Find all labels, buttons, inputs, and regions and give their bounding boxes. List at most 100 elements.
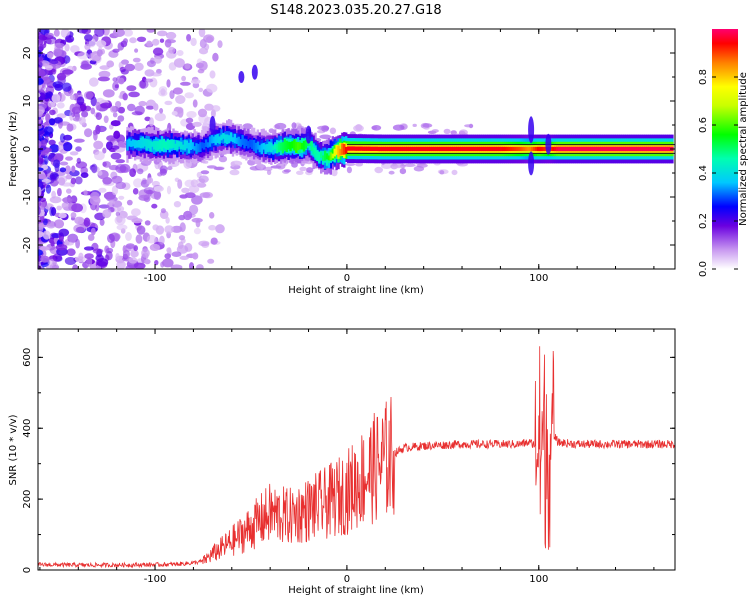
heatmap-ridge-cell <box>174 143 177 151</box>
heatmap-noise-cell <box>90 96 97 107</box>
heatmap-noise-cell <box>189 204 199 215</box>
heatmap-noise-cell <box>210 237 218 245</box>
heatmap-ridge-cell <box>256 141 260 150</box>
snr-xlabel: Height of straight line (km) <box>288 585 424 596</box>
heatmap-noise-cell <box>431 129 439 133</box>
heatmap-noise-cell <box>189 262 194 269</box>
heatmap-ridge-cell <box>515 146 519 152</box>
heatmap-noise-cell <box>80 63 92 70</box>
colorbar-ticks: 0.0 0.2 0.4 0.6 0.8 <box>698 69 738 277</box>
heatmap-noise-cell <box>143 187 156 195</box>
heatmap-ridge-cell <box>437 146 440 152</box>
heatmap-noise-cell <box>110 105 117 113</box>
x-tick-label: 0 <box>344 574 350 585</box>
heatmap-noise-cell <box>144 259 151 265</box>
heatmap-ridge-cell <box>419 146 423 152</box>
heatmap-noise-cell <box>218 155 228 163</box>
heatmap-noise-cell <box>206 36 213 44</box>
heatmap-noise-cell <box>141 248 150 258</box>
heatmap-ridge-cell <box>427 146 430 152</box>
heatmap-ridge-cell <box>485 146 488 152</box>
heatmap-ridge-cell <box>193 146 196 151</box>
heatmap-noise-cell <box>97 170 103 176</box>
heatmap-noise-cell <box>131 218 143 224</box>
heatmap-ridge-cell <box>456 146 459 152</box>
heatmap-ridge-cell <box>653 146 657 152</box>
heatmap-ridge-cell <box>652 146 655 152</box>
heatmap-ridge-cell <box>508 146 511 152</box>
heatmap-noise-cell <box>128 91 140 98</box>
heatmap-noise-cell <box>346 166 352 174</box>
heatmap-ridge-cell <box>139 137 143 149</box>
heatmap-noise-cell <box>131 208 141 217</box>
heatmap-noise-cell <box>331 169 338 177</box>
heatmap-noise-cell <box>283 169 291 173</box>
heatmap-noise-cell <box>127 103 136 112</box>
heatmap-ridge-cell <box>181 144 185 150</box>
heatmap-noise-cell <box>412 123 417 127</box>
heatmap-ridge-cell <box>137 140 141 148</box>
heatmap-ridge-cell <box>582 146 586 152</box>
heatmap-noise-cell <box>125 232 132 241</box>
heatmap-ridge-cell <box>214 134 217 145</box>
heatmap-ridge-cell <box>285 140 288 152</box>
y-tick-label: 10 <box>22 95 33 108</box>
heatmap-noise-cell <box>159 235 165 245</box>
heatmap-ridge-cell <box>487 146 490 152</box>
heatmap-ridge-cell <box>327 155 331 161</box>
heatmap-ridge-cell <box>289 142 292 152</box>
heatmap-ridge-cell <box>391 146 394 152</box>
heatmap-noise-cell <box>87 234 95 241</box>
heatmap-noise-cell <box>186 111 197 118</box>
heatmap-ridge-cell <box>178 141 181 147</box>
heatmap-ridge-cell <box>166 140 169 150</box>
heatmap-ridge-cell <box>531 146 534 152</box>
heatmap-ridge-cell <box>565 146 568 152</box>
heatmap-ridge-cell <box>454 146 457 152</box>
heatmap-noise-cell <box>149 117 154 127</box>
heatmap-ridge-cell <box>310 141 313 151</box>
heatmap-ridge-cell <box>663 146 666 152</box>
heatmap-noise-cell <box>198 29 206 38</box>
heatmap-ridge-cell <box>325 153 329 160</box>
heatmap-ridge-cell <box>387 146 390 152</box>
heatmap-noise-cell <box>179 255 189 260</box>
heatmap-ridge-cell <box>650 146 653 152</box>
heatmap-noise-cell <box>48 118 56 126</box>
heatmap-noise-cell <box>128 257 138 264</box>
heatmap-ridge-cell <box>318 152 321 163</box>
heatmap-ridge-cell <box>460 146 463 152</box>
heatmap-noise-cell <box>208 224 217 231</box>
heatmap-ridge-cell <box>479 146 482 152</box>
heatmap-ridge-cell <box>577 146 580 152</box>
heatmap-noise-cell <box>160 208 166 214</box>
colorbar-gradient <box>712 29 738 269</box>
heatmap-ridge-cell <box>212 136 215 143</box>
heatmap-noise-cell <box>66 123 74 132</box>
heatmap-ridge-cell <box>581 146 584 152</box>
heatmap-noise-cell <box>329 127 337 135</box>
heatmap-noise-cell <box>49 196 62 204</box>
heatmap-ridge-cell <box>170 140 173 149</box>
heatmap-noise-cell <box>122 249 130 259</box>
heatmap-ridge-cell <box>488 146 492 152</box>
heatmap-noise-cell <box>115 253 120 261</box>
heatmap-noise-cell <box>126 85 137 92</box>
heatmap-noise-cell <box>132 188 139 195</box>
heatmap-noise-cell <box>175 95 186 104</box>
heatmap-noise-cell <box>102 209 112 219</box>
heatmap-noise-cell <box>230 160 243 167</box>
heatmap-ridge-cell <box>590 146 593 152</box>
heatmap-ridge-cell <box>133 140 137 149</box>
heatmap-burst-cell <box>209 116 216 134</box>
colorbar-label: Normalized spectral amplitude <box>738 72 749 226</box>
x-tick-label: -100 <box>144 574 167 585</box>
heatmap-ridge-cell <box>220 134 223 141</box>
heatmap-noise-cell <box>206 165 217 169</box>
heatmap-noise-cell <box>102 161 112 168</box>
heatmap-noise-cell <box>99 65 110 70</box>
heatmap-ridge-cell <box>314 148 317 158</box>
heatmap-ridge-cell <box>218 136 221 144</box>
heatmap-ridge-cell <box>448 146 451 152</box>
heatmap-ridge-cell <box>492 146 496 152</box>
